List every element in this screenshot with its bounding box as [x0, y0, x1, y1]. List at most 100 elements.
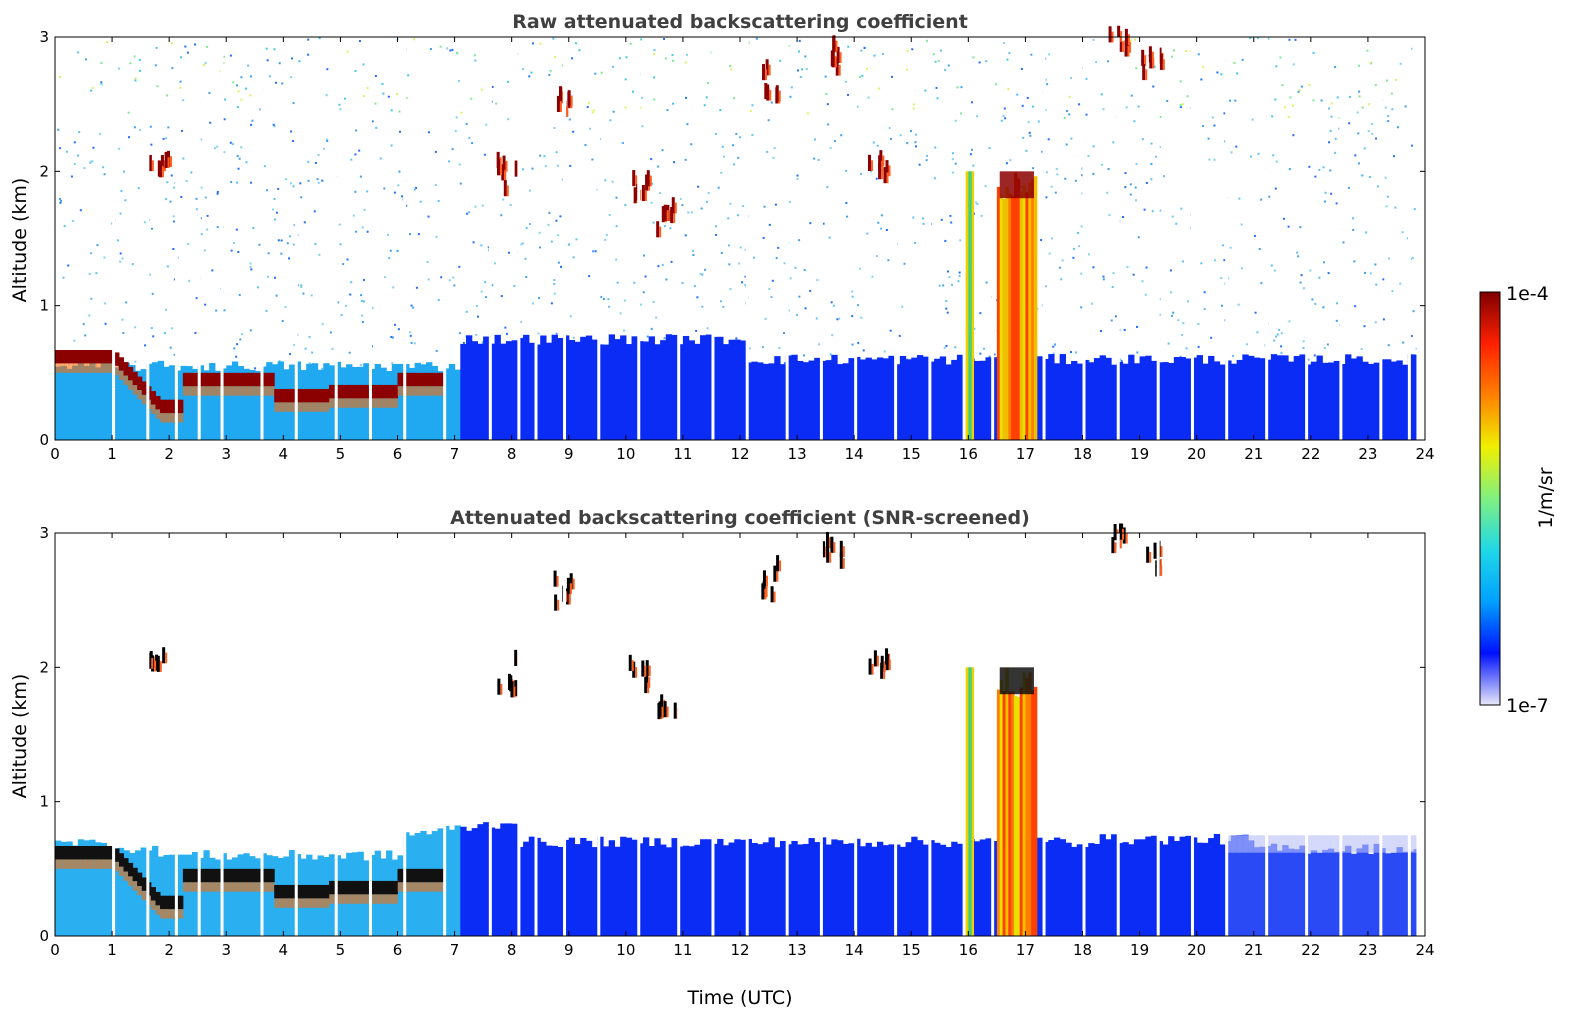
noise-pixel	[77, 154, 80, 157]
cloud-column	[1025, 192, 1029, 440]
noise-pixel	[970, 148, 973, 151]
noise-pixel	[1387, 257, 1390, 260]
noise-pixel	[945, 300, 948, 303]
bl-column	[671, 838, 678, 936]
bl-column	[180, 854, 187, 936]
bl-column	[631, 336, 638, 440]
noise-pixel	[455, 51, 458, 54]
aerosol-cell	[283, 884, 289, 899]
noise-pixel	[455, 116, 458, 119]
noise-pixel	[935, 86, 938, 89]
colorbar: 1e-4 1e-7 1/m/sr	[1479, 283, 1557, 717]
aerosol-edge	[429, 386, 435, 396]
noise-pixel	[1120, 360, 1123, 363]
bl-column	[1327, 848, 1335, 936]
gap-stripe	[785, 37, 789, 440]
gap-stripe	[260, 37, 264, 440]
noise-pixel	[173, 220, 176, 223]
noise-pixel	[216, 192, 219, 195]
noise-pixel	[1358, 90, 1361, 93]
noise-pixel	[361, 226, 364, 229]
aerosol-cell	[297, 388, 303, 403]
faint-cell	[1259, 835, 1266, 853]
noise-pixel	[652, 300, 655, 303]
noise-pixel	[110, 222, 113, 225]
cloud-column	[1016, 697, 1021, 936]
noise-pixel	[751, 134, 754, 137]
aerosol-cell	[73, 349, 79, 364]
noise-pixel	[873, 54, 876, 57]
noise-pixel	[317, 181, 320, 184]
cirrus-edge	[661, 706, 664, 718]
noise-pixel	[166, 94, 169, 97]
noise-pixel	[828, 236, 831, 239]
noise-pixel	[1112, 272, 1115, 275]
noise-pixel	[933, 177, 936, 180]
bl-column	[825, 844, 832, 936]
noise-pixel	[1179, 104, 1182, 107]
noise-pixel	[1087, 253, 1090, 256]
aerosol-edge	[370, 398, 376, 408]
gap-stripe	[294, 37, 298, 440]
cirrus-edge	[888, 653, 891, 665]
aerosol-edge	[237, 882, 243, 892]
noise-pixel	[1108, 214, 1111, 217]
noise-pixel	[1135, 67, 1138, 70]
aerosol-cell	[429, 372, 435, 387]
bl-column	[620, 335, 627, 440]
noise-pixel	[1048, 252, 1051, 255]
noise-pixel	[1063, 116, 1066, 119]
noise-pixel	[366, 87, 369, 90]
aerosol-cell	[360, 880, 367, 895]
aerosol-cell	[169, 895, 175, 910]
bl-column	[722, 344, 730, 440]
noise-pixel	[1240, 267, 1243, 270]
noise-pixel	[912, 103, 915, 106]
noise-pixel	[1220, 73, 1223, 76]
aerosol-edge	[383, 398, 389, 408]
aerosol-cell	[329, 880, 335, 895]
bl-column	[1385, 359, 1392, 440]
faint-top-zone	[1225, 835, 1420, 853]
bl-column	[1151, 360, 1158, 440]
noise-pixel	[398, 170, 401, 173]
bl-column	[1122, 363, 1129, 440]
noise-pixel	[752, 256, 755, 259]
noise-pixel	[449, 49, 452, 52]
noise-pixel	[397, 184, 400, 187]
noise-pixel	[1134, 38, 1137, 41]
cirrus-edge	[773, 591, 776, 603]
noise-pixel	[238, 293, 241, 296]
aerosol-cell	[228, 868, 234, 883]
cloud-column	[1011, 195, 1015, 440]
aerosol-edge	[73, 363, 79, 373]
gap-stripe	[928, 37, 932, 440]
noise-pixel	[1069, 351, 1072, 354]
noise-pixel	[572, 256, 575, 259]
aerosol-cell	[342, 880, 348, 895]
aerosol-edge	[210, 386, 216, 396]
noise-pixel	[840, 134, 843, 137]
aerosol-cell	[68, 845, 74, 860]
plot-area	[55, 523, 1425, 936]
noise-pixel	[507, 118, 510, 121]
noise-pixel	[156, 85, 159, 88]
noise-pixel	[169, 346, 172, 349]
x-tick-label: 13	[788, 445, 807, 463]
noise-pixel	[350, 158, 353, 161]
noise-pixel	[427, 278, 430, 281]
noise-pixel	[1041, 150, 1044, 153]
noise-pixel	[127, 136, 130, 139]
noise-pixel	[1410, 144, 1413, 147]
aerosol-edge	[379, 398, 385, 408]
noise-pixel	[1107, 168, 1110, 171]
faint-cell	[1236, 835, 1243, 853]
aerosol-edge	[68, 363, 74, 373]
noise-pixel	[1360, 348, 1363, 351]
cirrus-streak	[164, 151, 168, 169]
gap-stripe	[785, 533, 789, 936]
aerosol-cell	[306, 388, 312, 403]
noise-pixel	[681, 204, 684, 207]
noise-pixel	[307, 160, 310, 163]
noise-pixel	[1302, 287, 1305, 290]
